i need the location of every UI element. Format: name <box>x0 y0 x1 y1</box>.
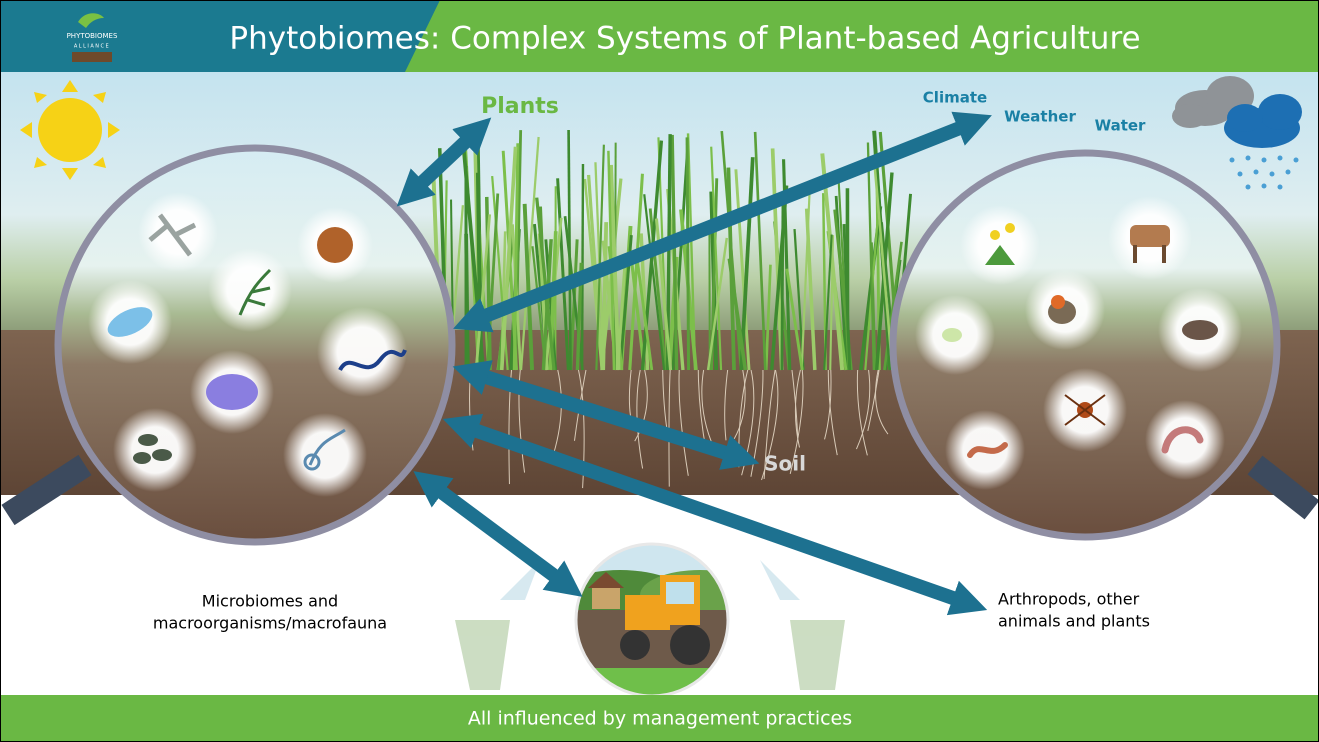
fauna-lens <box>893 153 1277 537</box>
label-climate: Climate <box>923 89 987 107</box>
logo-name: PHYTOBIOMES <box>67 32 118 40</box>
footer-text: All influenced by management practices <box>468 708 852 730</box>
label-weather: Weather <box>1004 108 1076 126</box>
logo-subtitle: ALLIANCE <box>74 44 110 50</box>
caption-right: Arthropods, other <box>998 590 1140 609</box>
label-soil: Soil <box>764 452 806 476</box>
caption-right: animals and plants <box>998 612 1150 631</box>
label-plants: Plants <box>481 94 559 119</box>
label-water: Water <box>1095 117 1146 135</box>
infographic: PHYTOBIOMES ALLIANCE Phytobiomes: Comple… <box>0 0 1319 742</box>
caption-left: macroorganisms/macrofauna <box>153 614 387 633</box>
grass-blade <box>687 137 688 370</box>
title: Phytobiomes: Complex Systems of Plant-ba… <box>229 21 1140 57</box>
microbiome-lens <box>58 148 452 542</box>
caption-left: Microbiomes and <box>202 592 338 611</box>
